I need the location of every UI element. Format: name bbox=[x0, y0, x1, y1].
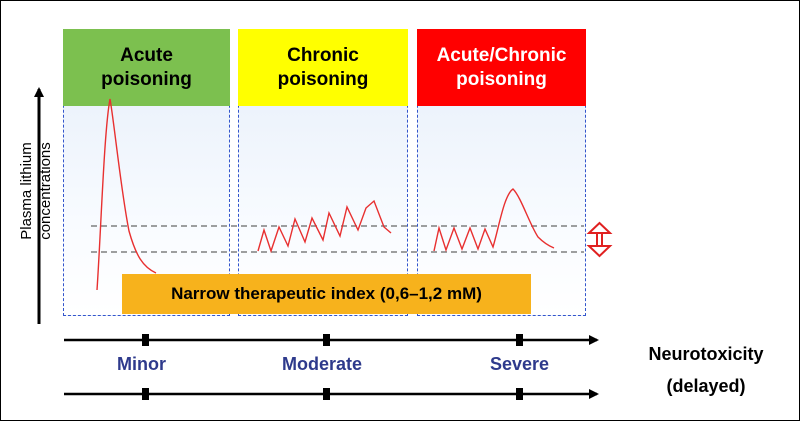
tick-minor-top bbox=[142, 334, 149, 346]
chronic-curve bbox=[257, 199, 392, 254]
acute-chronic-curve bbox=[433, 188, 555, 253]
severity-moderate: Moderate bbox=[282, 354, 363, 374]
severity-minor: Minor bbox=[117, 354, 166, 374]
tick-severe-bottom bbox=[516, 388, 523, 400]
neurotoxicity-label: Neurotoxicity (delayed) bbox=[621, 338, 791, 402]
tick-moderate-top bbox=[323, 334, 330, 346]
therapeutic-index-box: Narrow therapeutic index (0,6–1,2 mM) bbox=[122, 274, 531, 314]
double-headed-arrow-icon bbox=[586, 221, 613, 258]
header-acute-chronic-poisoning: Acute/Chronic poisoning bbox=[417, 29, 586, 106]
header-acute-poisoning: Acute poisoning bbox=[63, 29, 230, 106]
neurotoxicity-subtitle: (delayed) bbox=[666, 376, 746, 396]
severity-severe: Severe bbox=[490, 354, 550, 374]
tick-moderate-bottom bbox=[323, 388, 330, 400]
acute-curve bbox=[96, 98, 157, 291]
tick-minor-bottom bbox=[142, 388, 149, 400]
header-chronic-poisoning: Chronic poisoning bbox=[238, 29, 408, 106]
neurotoxicity-title: Neurotoxicity bbox=[648, 344, 764, 364]
tick-severe-top bbox=[516, 334, 523, 346]
